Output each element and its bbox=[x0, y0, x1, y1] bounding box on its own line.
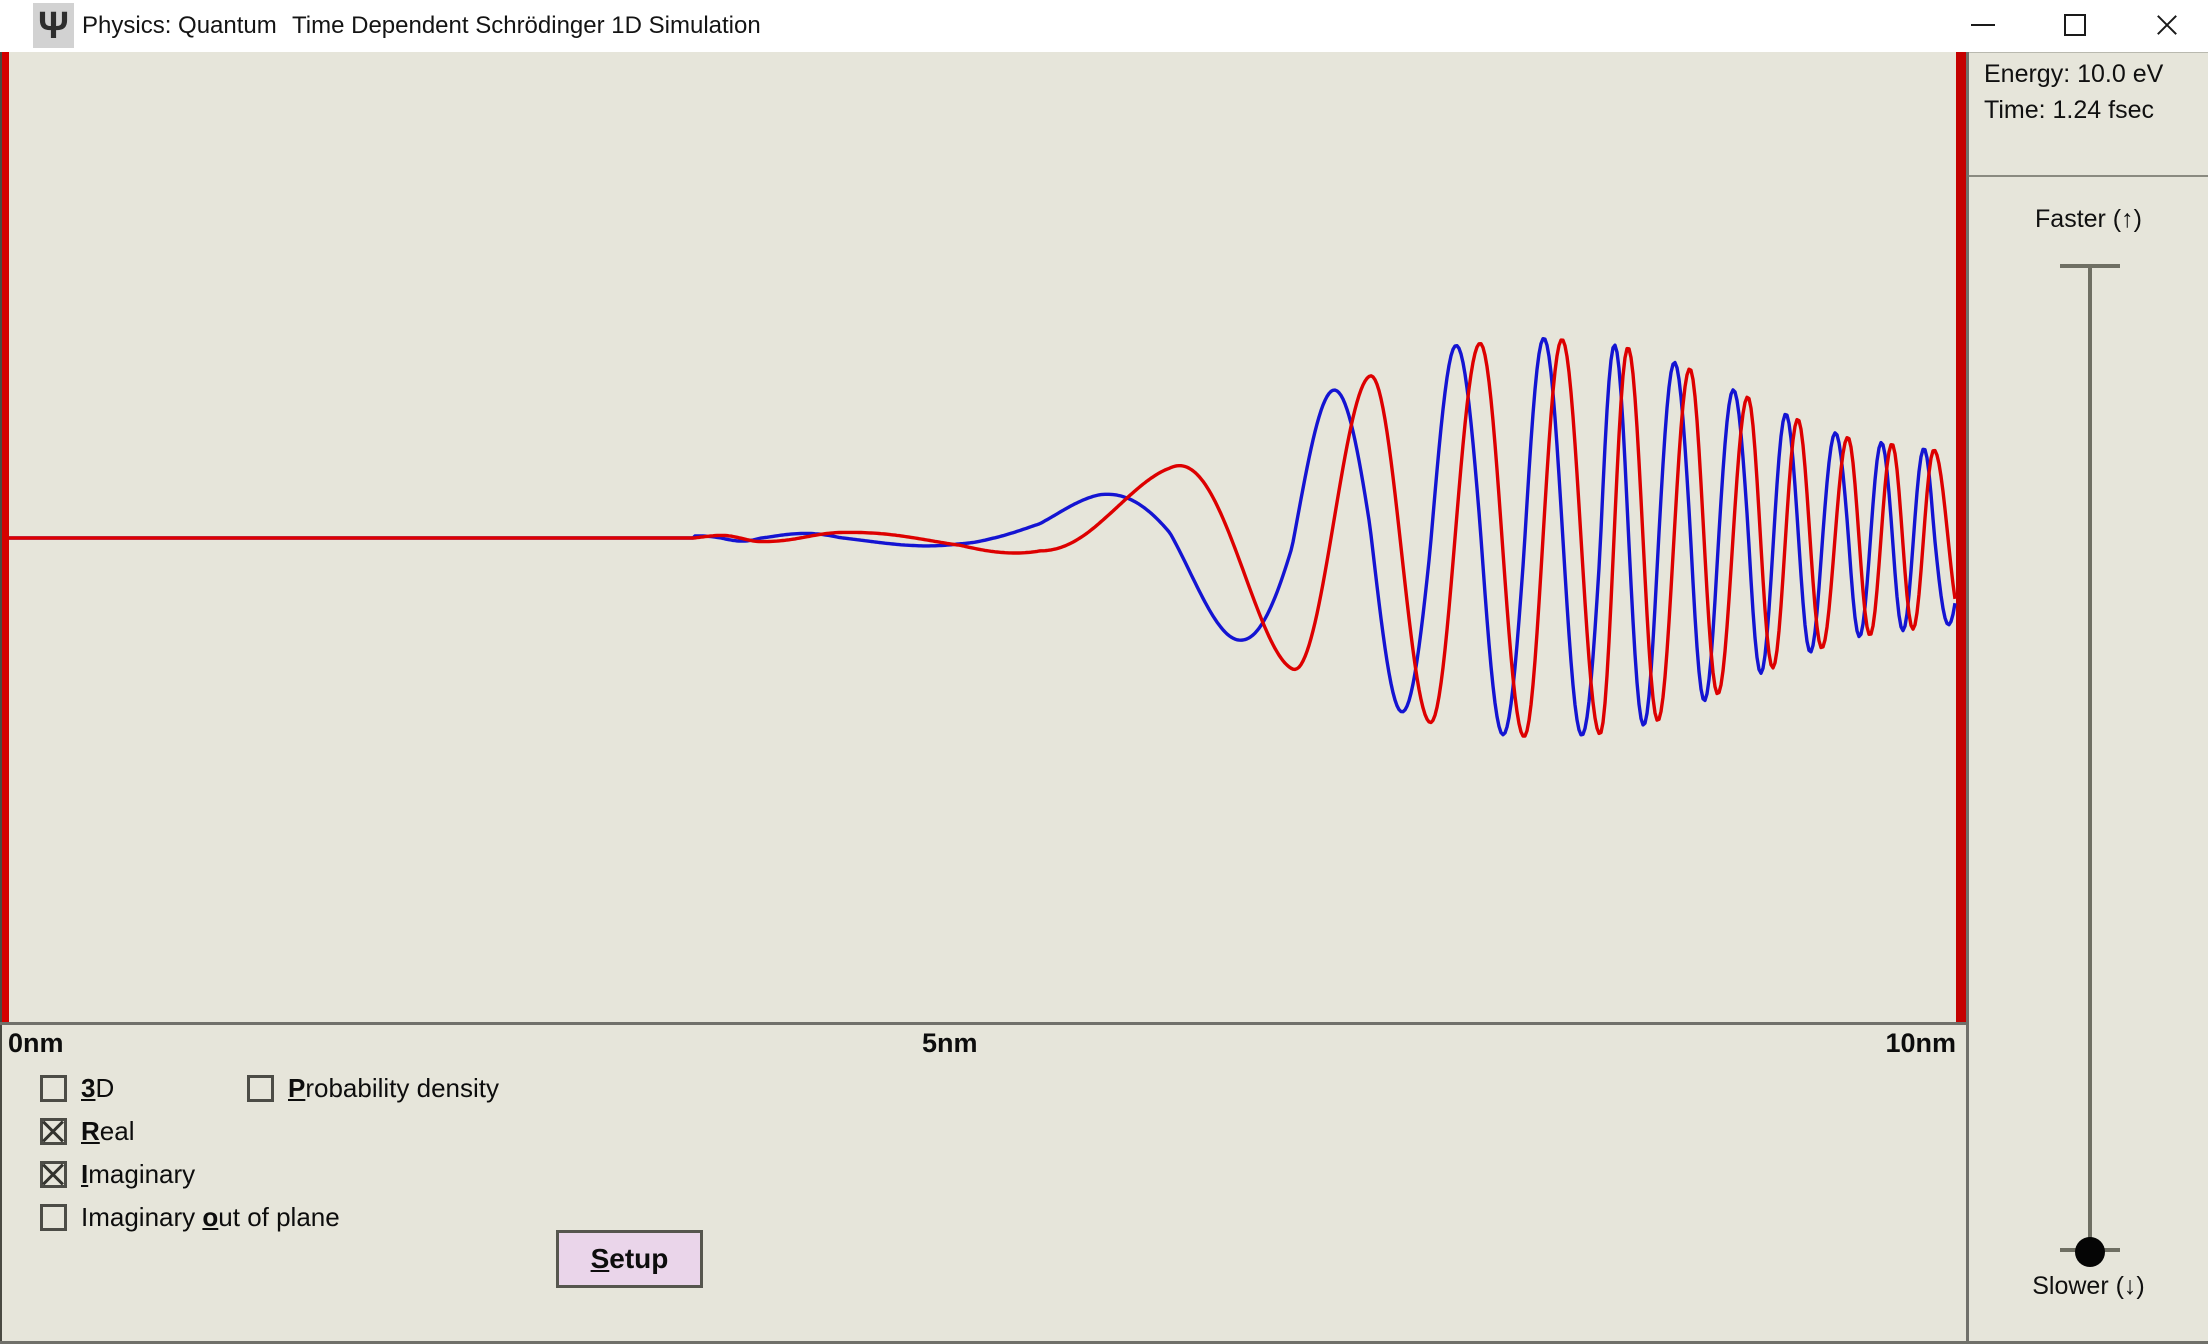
simulation-title: Time Dependent Schrödinger 1D Simulation bbox=[292, 12, 761, 39]
title-bar: Ψ Physics: Quantum Time Dependent Schröd… bbox=[0, 0, 2208, 53]
speed-slider-knob[interactable] bbox=[2075, 1237, 2105, 1267]
psi-app-icon: Ψ bbox=[33, 3, 74, 48]
wavefunction-plot[interactable] bbox=[0, 52, 1968, 1022]
slider-faster-label: Faster (↑) bbox=[2035, 205, 2142, 233]
time-readout: Time: 1.24 fsec bbox=[1984, 96, 2154, 124]
close-button[interactable] bbox=[2134, 0, 2200, 50]
window-bottom-border bbox=[0, 1341, 2208, 1344]
checkbox-label-probability-density: Probability density bbox=[288, 1073, 499, 1103]
right-potential-wall bbox=[1956, 52, 1966, 1022]
checkbox-row-imaginary-out-of-plane[interactable]: Imaginary out of plane bbox=[40, 1202, 340, 1232]
panel-divider bbox=[1966, 52, 1969, 1344]
window-left-edge bbox=[0, 52, 2, 1344]
maximize-icon bbox=[2064, 14, 2086, 36]
checkbox-label-real: Real bbox=[81, 1116, 135, 1146]
app-title: Physics: Quantum bbox=[82, 12, 277, 39]
checkbox-row-imaginary[interactable]: Imaginary bbox=[40, 1159, 340, 1189]
checkbox-row-real[interactable]: Real bbox=[40, 1116, 340, 1146]
checkbox-label-3d: 3D bbox=[81, 1073, 115, 1103]
speed-slider-track[interactable] bbox=[2088, 266, 2092, 1250]
checkbox-label-imaginary-out-of-plane: Imaginary out of plane bbox=[81, 1202, 340, 1232]
checkbox-probability-density[interactable] bbox=[247, 1075, 274, 1102]
checkbox-row-3d[interactable]: 3D bbox=[40, 1073, 340, 1103]
checkbox-imaginary[interactable] bbox=[40, 1161, 67, 1188]
checkbox-real[interactable] bbox=[40, 1118, 67, 1145]
checkbox-label-imaginary: Imaginary bbox=[81, 1159, 196, 1189]
maximize-button[interactable] bbox=[2042, 0, 2108, 50]
setup-button[interactable]: Setup bbox=[556, 1230, 703, 1288]
minimize-button[interactable] bbox=[1950, 0, 2016, 50]
axis-tick-0nm: 0nm bbox=[8, 1028, 64, 1058]
real-wave-line bbox=[9, 338, 1957, 738]
plot-bottom-border bbox=[0, 1022, 1968, 1025]
energy-readout: Energy: 10.0 eV bbox=[1984, 60, 2164, 88]
checkbox-row-probability-density[interactable]: Probability density bbox=[247, 1073, 499, 1103]
wavefunction-canvas bbox=[2, 52, 1966, 1022]
left-potential-wall bbox=[2, 52, 9, 1022]
close-icon bbox=[2154, 12, 2180, 38]
axis-tick-5nm: 5nm bbox=[922, 1028, 978, 1058]
display-options-column-1: 3D Real Imaginary Imaginary out of plane bbox=[40, 1073, 340, 1232]
display-options-column-2: Probability density bbox=[247, 1073, 499, 1103]
setup-button-label: Setup bbox=[590, 1243, 669, 1274]
checkbox-3d[interactable] bbox=[40, 1075, 67, 1102]
axis-tick-10nm: 10nm bbox=[1885, 1028, 1956, 1058]
slider-slower-label: Slower (↓) bbox=[2032, 1272, 2145, 1300]
checkbox-imaginary-out-of-plane[interactable] bbox=[40, 1204, 67, 1231]
status-panel-separator bbox=[1969, 175, 2208, 177]
minimize-icon bbox=[1971, 24, 1995, 26]
